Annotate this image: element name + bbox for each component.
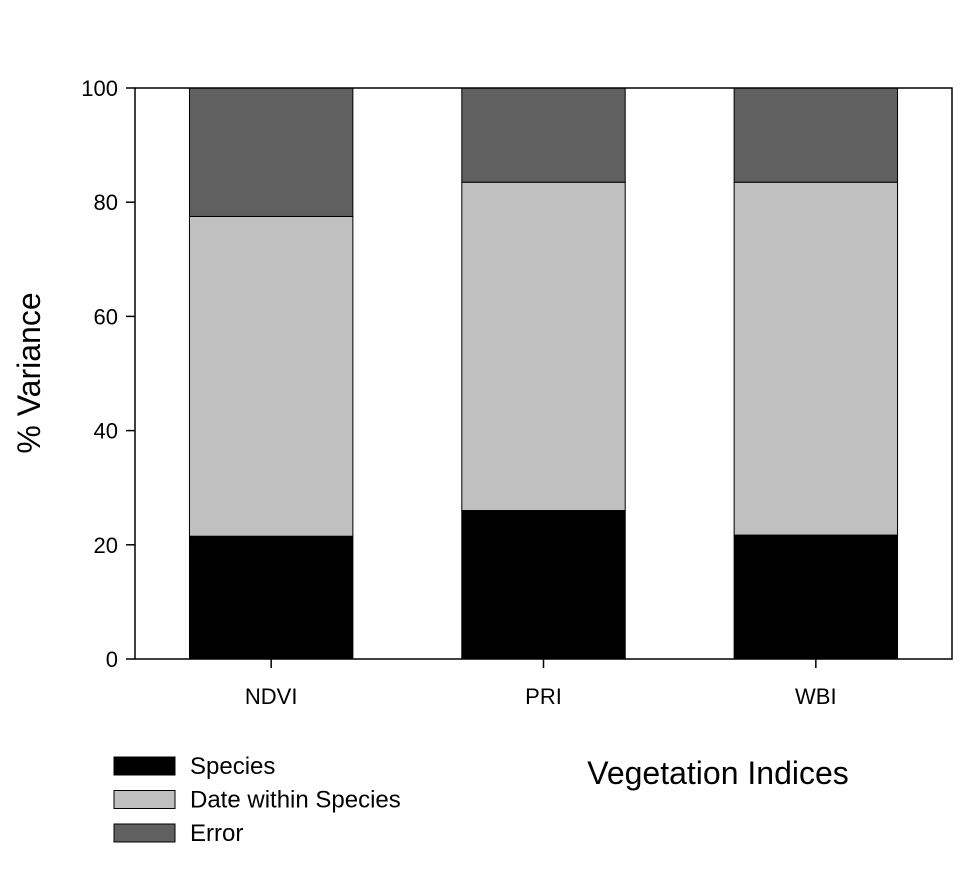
bar-wbi-error [733,87,899,183]
x-tick-label-pri: PRI [525,684,562,709]
x-tick-label-wbi: WBI [795,684,837,709]
legend-swatch-date-within-species [113,790,176,809]
bar-ndvi-date-within-species [188,215,354,537]
bar-ndvi-species [188,535,354,660]
legend-label: Date within Species [190,787,401,814]
y-axis-title: % Variance [11,292,47,453]
x-axis-title: Vegetation Indices [587,755,849,791]
bar-pri-species [461,510,626,660]
legend-label: Error [190,820,243,847]
y-tick-label: 80 [94,190,118,215]
y-tick-label: 20 [94,533,118,558]
bar-wbi-species [733,534,899,660]
bar-pri-date-within-species [461,181,626,512]
y-tick-label: 40 [94,419,118,444]
y-tick-label: 60 [94,304,118,329]
x-tick-label-ndvi: NDVI [245,684,298,709]
y-tick-label: 100 [81,76,118,101]
legend-swatch-species [113,756,176,776]
y-axis: 0 20 40 60 80 100 [81,76,135,672]
legend-swatch-error [113,823,176,843]
bar-wbi-date-within-species [733,181,899,536]
bars-group [188,87,899,660]
legend-label: Species [190,753,275,780]
bar-ndvi-error [188,87,354,217]
legend: Species Date within Species Error [113,753,401,847]
bar-pri-error [461,87,626,183]
x-axis: NDVI PRI WBI [245,659,837,709]
y-tick-label: 0 [106,647,118,672]
